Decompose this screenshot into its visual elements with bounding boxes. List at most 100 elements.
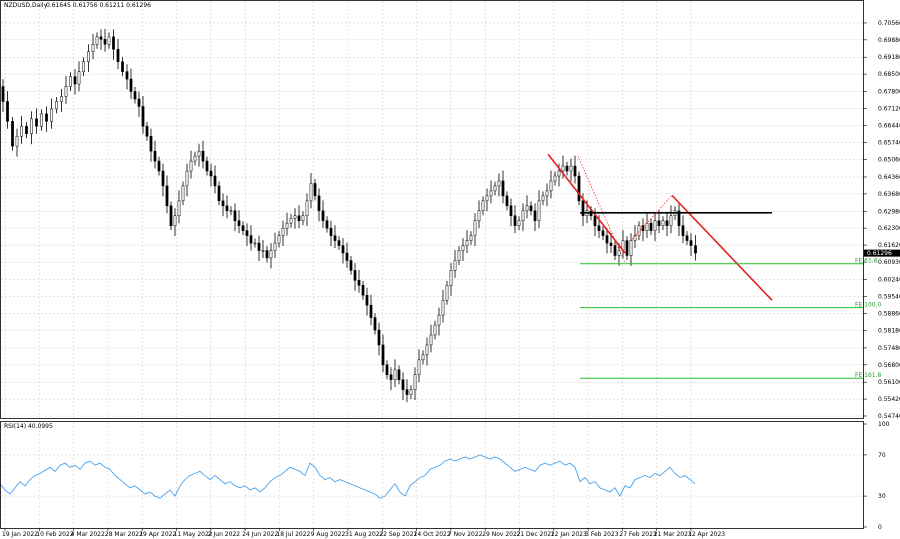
candle-body <box>133 91 137 100</box>
candle-body <box>645 222 649 231</box>
candle-body <box>694 245 697 254</box>
candle-body <box>481 200 485 212</box>
candle-body <box>657 220 661 226</box>
current-price-marker <box>864 249 900 257</box>
candle-body <box>565 165 569 172</box>
candle-body <box>201 150 205 162</box>
candle-body <box>637 225 641 236</box>
candle-body <box>489 190 493 197</box>
candle-body <box>153 150 157 162</box>
candle-body <box>341 245 345 254</box>
candle-body <box>437 314 441 326</box>
candle-body <box>55 101 58 110</box>
candle-body <box>317 195 321 212</box>
candle-body <box>361 285 365 296</box>
red-dotted-line-2 <box>631 195 673 240</box>
candle-body <box>141 106 145 127</box>
date-label: 9 Aug 2022 <box>311 531 346 538</box>
date-label: 29 Nov 2022 <box>482 531 521 538</box>
candle-body <box>301 215 305 221</box>
candle-body <box>581 200 585 216</box>
fib-level-label: FE 161.8 <box>855 372 882 379</box>
candle-body <box>681 225 685 236</box>
candle-body <box>265 250 269 259</box>
candle-body <box>513 215 517 226</box>
candle-body <box>521 210 525 221</box>
candle-body <box>421 354 425 361</box>
candle-body <box>95 36 99 45</box>
candle-body <box>537 200 541 221</box>
candle-body <box>20 126 23 137</box>
candle-body <box>112 36 115 50</box>
candle-body <box>605 235 609 244</box>
candle-body <box>213 175 217 187</box>
candle-body <box>181 185 185 202</box>
candle-body <box>381 344 385 366</box>
candle-body <box>433 324 437 336</box>
candle-body <box>73 76 77 85</box>
date-label: 7 Nov 2022 <box>448 531 483 538</box>
candle-body <box>205 160 209 172</box>
candle-body <box>261 250 265 252</box>
candle-body <box>633 235 637 241</box>
candle-body <box>281 227 285 236</box>
candle-body <box>561 165 565 172</box>
candle-body <box>641 225 645 231</box>
candle-body <box>533 210 537 221</box>
candle-body <box>161 170 165 187</box>
date-label: 28 Mar 2022 <box>105 531 143 538</box>
candle-body <box>373 317 377 331</box>
red-channel-upper-line <box>547 153 626 254</box>
candle-body <box>11 121 14 147</box>
candle-body <box>425 344 429 356</box>
candle-body <box>493 185 497 192</box>
candle-body <box>103 39 107 45</box>
date-label: 21 Dec 2022 <box>517 531 556 538</box>
date-label: 19 Apr 2022 <box>139 531 176 538</box>
candle-body <box>313 183 317 197</box>
fib-level-label: FE 61.8 <box>855 258 878 265</box>
candle-body <box>377 329 381 346</box>
date-label: 10 Feb 2022 <box>36 531 74 538</box>
candle-body <box>77 71 81 85</box>
candle-body <box>116 49 120 62</box>
candle-body <box>509 205 513 216</box>
rsi-panel-frame <box>0 421 864 529</box>
candle-body <box>457 250 461 261</box>
candle-body <box>69 76 72 87</box>
candle-body <box>429 334 433 346</box>
rsi-tick-label: 70 <box>878 452 886 459</box>
candle-body <box>157 160 161 172</box>
candle-body <box>35 118 38 127</box>
date-label: 2 Jun 2022 <box>208 531 240 538</box>
candle-body <box>25 126 28 135</box>
candle-body <box>409 389 413 395</box>
candle-body <box>397 369 401 380</box>
candle-body <box>337 240 341 246</box>
candle-body <box>45 113 48 122</box>
rsi-line <box>0 454 696 499</box>
candle-body <box>173 215 177 226</box>
date-label: 31 Aug 2022 <box>345 531 384 538</box>
candle-body <box>689 240 693 246</box>
candle-body <box>573 165 577 177</box>
candle-body <box>477 210 481 221</box>
candle-body <box>441 299 445 316</box>
candle-body <box>393 369 397 380</box>
candle-body <box>217 185 221 202</box>
candle-body <box>461 245 465 251</box>
candle-body <box>189 160 193 172</box>
